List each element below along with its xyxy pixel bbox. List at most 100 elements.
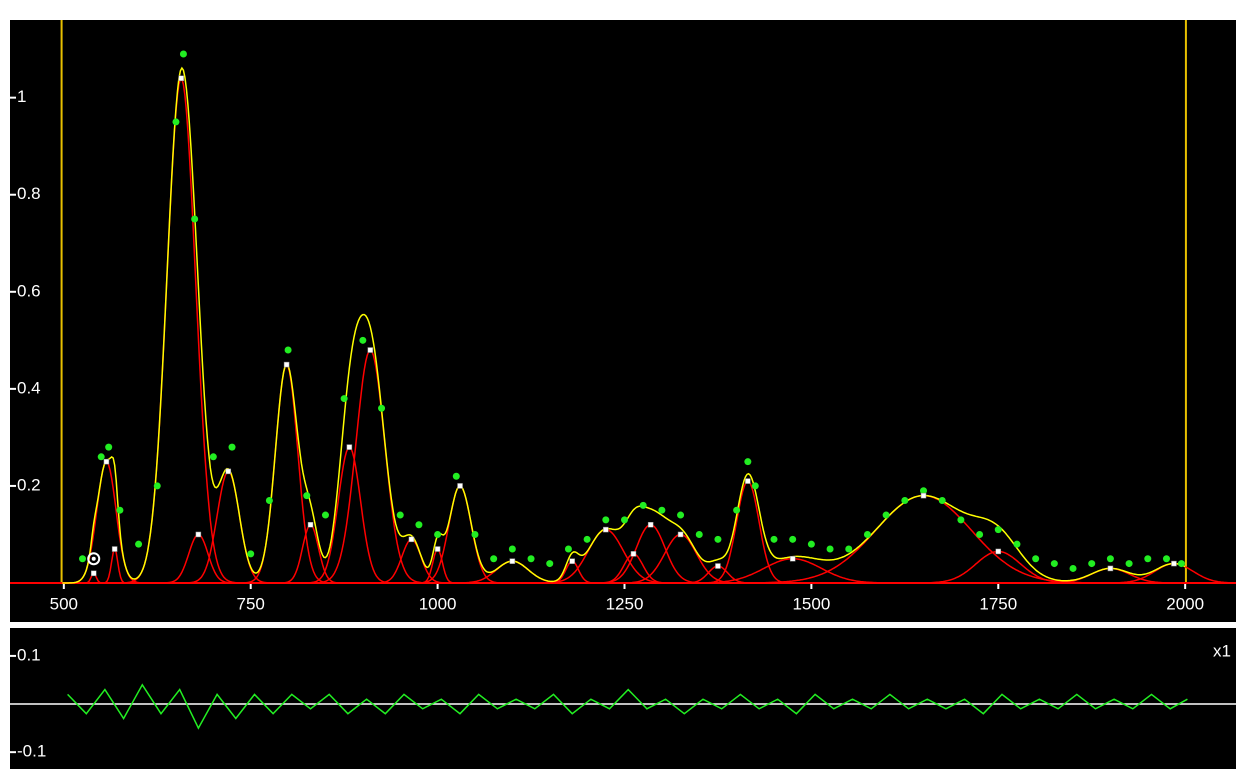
peak-marker <box>103 458 110 465</box>
cursor-dot <box>91 556 96 561</box>
peak-marker <box>603 526 609 533</box>
data-point <box>265 496 273 504</box>
peak-marker <box>178 75 184 81</box>
y-tick-label: -0.1 <box>17 742 46 761</box>
x-tick-label: 750 <box>237 594 265 613</box>
peak-marker <box>630 551 637 557</box>
data-point <box>807 540 815 548</box>
peak-marker <box>509 558 516 564</box>
data-point <box>321 511 329 519</box>
y-tick-label: 1 <box>17 87 26 106</box>
data-point <box>658 506 666 514</box>
fit-curve <box>62 66 1186 584</box>
data-point <box>340 395 348 403</box>
data-point <box>751 482 759 490</box>
peak-marker <box>920 492 927 499</box>
data-point <box>135 540 143 548</box>
data-point <box>247 550 255 558</box>
peak-marker <box>647 522 654 528</box>
data-point <box>97 453 105 461</box>
residual-panel <box>10 628 1236 769</box>
residual-line <box>67 683 1188 730</box>
data-point <box>845 545 853 553</box>
data-point <box>1144 555 1152 563</box>
x-tick-label: 1250 <box>606 594 644 613</box>
peak-marker <box>1107 565 1114 572</box>
data-point <box>770 535 778 543</box>
data-point <box>602 516 610 524</box>
peak-marker <box>195 531 202 538</box>
data-point <box>1106 555 1114 563</box>
y-tick-label: 0.6 <box>17 281 41 300</box>
x-tick-label: 1750 <box>979 594 1017 613</box>
x-tick-label: 1000 <box>419 594 457 613</box>
data-point <box>191 215 199 223</box>
peak-marker <box>457 483 463 489</box>
data-point <box>583 535 591 543</box>
peak-marker <box>1171 560 1177 567</box>
data-point <box>564 545 572 553</box>
data-point <box>1013 540 1021 548</box>
residual-label: x1 <box>1213 641 1231 660</box>
data-point <box>359 336 367 344</box>
peak-component <box>10 562 1236 584</box>
peak-marker <box>789 555 796 562</box>
data-point <box>508 545 516 553</box>
data-point <box>527 555 535 563</box>
data-point <box>546 560 554 568</box>
data-point <box>1162 555 1170 563</box>
data-point <box>105 443 113 451</box>
data-point <box>116 506 124 514</box>
data-point <box>863 530 871 538</box>
data-point <box>396 511 404 519</box>
main-panel <box>10 20 1236 622</box>
peak-marker <box>434 546 441 552</box>
data-point <box>303 492 311 500</box>
data-point <box>172 118 180 126</box>
peak-marker <box>307 522 314 528</box>
data-point <box>695 530 703 538</box>
data-point <box>789 535 797 543</box>
peak-marker <box>367 347 374 353</box>
data-point <box>490 555 498 563</box>
peak-marker <box>111 546 118 552</box>
data-point <box>901 496 909 504</box>
data-point <box>920 487 928 495</box>
data-point <box>1069 564 1077 572</box>
data-point <box>976 530 984 538</box>
data-point <box>1088 560 1096 568</box>
data-point <box>733 506 741 514</box>
data-point <box>471 530 479 538</box>
data-point <box>639 501 647 509</box>
data-point <box>209 453 217 461</box>
data-point <box>284 346 292 354</box>
y-tick-label: 0.1 <box>17 645 41 664</box>
data-point <box>378 404 386 412</box>
data-point <box>1032 555 1040 563</box>
data-point <box>826 545 834 553</box>
data-point <box>179 50 187 58</box>
data-point <box>744 458 752 466</box>
data-point <box>957 516 965 524</box>
data-point <box>1050 560 1058 568</box>
data-point <box>79 555 87 563</box>
cursor <box>87 552 101 566</box>
y-tick-label: 0.4 <box>17 378 41 397</box>
data-point <box>228 443 236 451</box>
peak-marker <box>225 468 232 475</box>
y-tick-label: 0.2 <box>17 475 41 494</box>
peak-marker <box>715 563 721 569</box>
data-point <box>1125 560 1133 568</box>
data-point <box>882 511 890 519</box>
peak-marker <box>90 570 97 577</box>
y-tick-label: 0.8 <box>17 184 41 203</box>
x-tick-label: 1500 <box>792 594 830 613</box>
peak-marker <box>677 531 684 538</box>
peak-marker <box>745 478 751 484</box>
data-point <box>415 521 423 529</box>
data-point <box>434 530 442 538</box>
peak-marker <box>995 548 1002 555</box>
data-point <box>153 482 161 490</box>
peak-marker <box>408 536 415 543</box>
